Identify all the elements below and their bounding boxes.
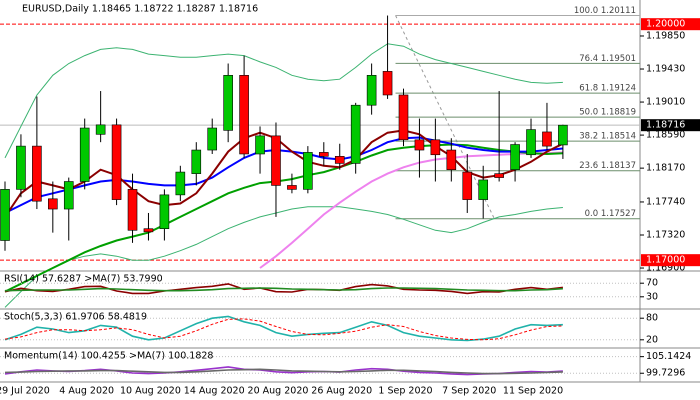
x-tick-label: 11 Sep 2020 [503,386,563,397]
candle-body [255,135,265,155]
fibo-label: 23.6 1.18137 [579,161,636,171]
candle-body [48,198,58,210]
candle-body [334,156,345,164]
x-tick-label: 14 Aug 2020 [184,386,245,397]
candle-body [32,145,42,202]
panel-title: Momentum(14) 100.4255 >MA(7) 100.1828 [4,351,213,362]
indicator-line [4,287,563,292]
y-tick-label: 1.19010 [646,97,685,108]
panel-title: RSI(14) 57.6287 >MA(7) 53.7990 [4,274,163,285]
y-tick-label: 99.7296 [646,368,685,379]
candle-body [63,181,74,210]
panel-title: Stoch(5,3,3) 61.9706 58.4819 [4,312,147,323]
last-price-label: 1.18716 [646,120,685,131]
y-tick-label: 1.16900 [646,263,685,274]
candle-body [111,124,122,200]
candle-body [0,189,10,241]
x-tick-label: 4 Aug 2020 [59,386,114,397]
x-tick-label: 7 Sep 2020 [442,386,496,397]
indicator-line [4,315,563,342]
candle-body [271,135,281,186]
level-label-box [641,254,700,267]
y-tick-label: 1.19850 [646,30,685,41]
candle-body [526,129,536,156]
level-label: 1.20000 [646,19,685,30]
plot-layer: 1.19850 1.19430 1.19010 1.18590 1.18170 1.177… [0,6,700,397]
y-tick-label: 1.19430 [646,64,685,75]
y-tick-label: 1.17740 [646,196,685,207]
indicator-line [4,318,563,341]
level-label: 1.17000 [646,255,685,266]
last-price-box [641,119,700,132]
candle-body [382,71,393,96]
candle-body [159,194,170,230]
candle-body [350,104,361,164]
x-tick-label: 10 Aug 2020 [120,386,181,397]
y-tick-label: 1.17320 [646,229,685,240]
candle-body [223,75,233,131]
fibo-label: 76.4 1.19501 [579,54,636,64]
chart-title: EURUSD,Daily 1.18465 1.18722 1.18287 1.1… [22,4,258,15]
candle-body [207,127,218,151]
candle-body [478,179,489,200]
fibo-label: 61.8 1.19124 [579,84,636,94]
y-tick-label: 70 [646,278,658,289]
indicator-line [4,43,563,159]
x-tick-label: 20 Aug 2020 [248,386,309,397]
candle-body [191,149,202,174]
fibo-label: 0.0 1.17527 [585,209,636,219]
candle-body [430,139,441,156]
candle-body [287,185,297,190]
indicator-line [4,366,563,376]
candle-body [143,228,154,233]
indicator-line [4,283,563,295]
fibo-label: 50.0 1.18819 [579,108,636,118]
x-tick-label: 26 Aug 2020 [311,386,372,397]
y-tick-label: 20 [646,334,658,345]
candle-body [318,152,329,157]
candle-body [558,124,568,146]
candle-body [494,173,504,178]
fibo-label: 100.0 1.20111 [574,6,636,16]
candle-body [414,139,425,151]
candle-body [303,152,313,190]
y-tick-label: 30 [646,291,658,302]
candle-body [175,171,186,196]
indicator-line [4,136,563,214]
level-label-box [641,18,700,31]
candle-body [239,75,249,155]
candle-body [366,75,377,106]
x-tick-label: 1 Sep 2020 [378,386,432,397]
candle-body [510,144,520,171]
fibo-trendline [395,15,495,219]
y-tick-label: 1.18590 [646,130,685,141]
candle-body [95,124,106,135]
y-tick-label: 105.1424 [646,351,691,362]
candle-body [79,127,90,182]
candle-body [398,94,409,141]
candle-body [127,189,138,231]
candle-body [462,171,473,200]
indicator-line [4,368,563,375]
y-tick-label: 80 [646,313,658,324]
indicator-line [4,206,563,308]
candle-body [16,145,26,190]
candle-body [446,149,457,171]
candle-body [542,131,552,147]
x-tick-label: 29 Jul 2020 [0,386,50,397]
indicator-line [4,143,563,293]
fibo-label: 38.2 1.18514 [579,132,636,142]
y-tick-label: 1.18170 [646,163,685,174]
